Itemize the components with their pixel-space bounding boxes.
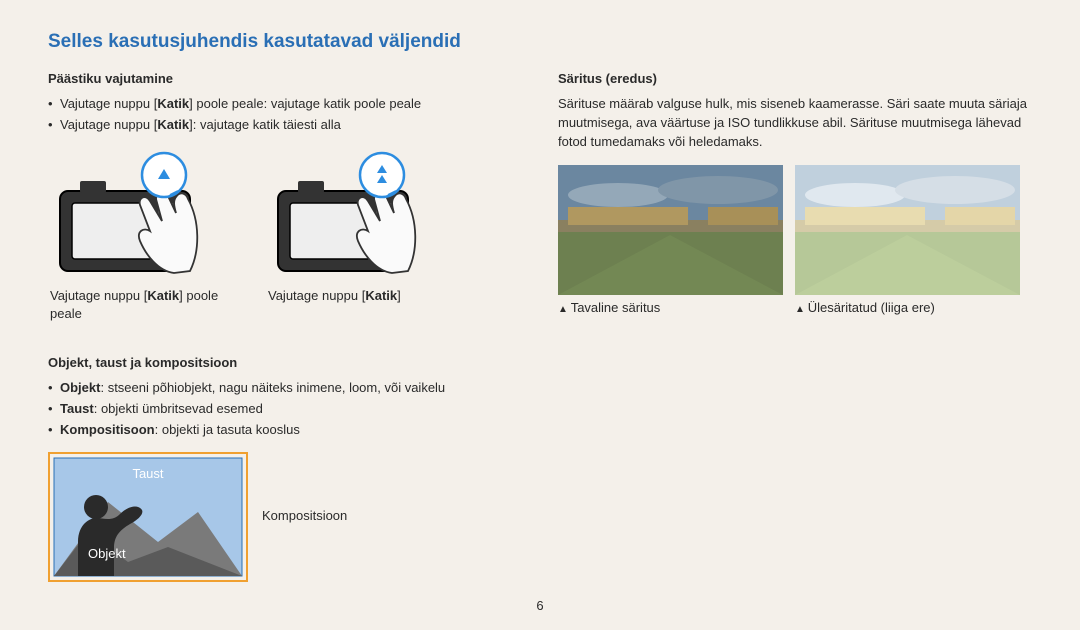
shutter-bullets: Vajutage nuppu [Katik] poole peale: vaju… [48, 95, 518, 135]
exposure-over-img [795, 165, 1020, 295]
label-taust: Taust [132, 466, 163, 481]
composition-diagram: Taust Objekt [48, 452, 248, 582]
shutter-heading: Päästiku vajutamine [48, 70, 518, 89]
camera-full-press: Vajutage nuppu [Katik] [268, 151, 448, 325]
camera-full-caption: Vajutage nuppu [Katik] [268, 287, 448, 306]
label-komp: Kompositsioon [262, 507, 347, 526]
left-column: Päästiku vajutamine Vajutage nuppu [Kati… [48, 70, 518, 582]
bullet: Taust: objekti ümbritsevad esemed [48, 400, 518, 419]
page-title: Selles kasutusjuhendis kasutatavad välje… [48, 28, 461, 56]
page-number: 6 [0, 597, 1080, 616]
camera-full-press-svg [268, 151, 448, 281]
exposure-examples: Tavaline säritus Ülesäritatud (liiga ere… [558, 165, 1028, 318]
exposure-normal-caption: Tavaline säritus [558, 299, 783, 318]
exposure-normal-img [558, 165, 783, 295]
camera-illustrations: Vajutage nuppu [Katik] poole peale [50, 151, 518, 325]
exposure-over: Ülesäritatud (liiga ere) [795, 165, 1020, 318]
composition-bullets: Objekt: stseeni põhiobjekt, nagu näiteks… [48, 379, 518, 440]
bullet: Vajutage nuppu [Katik]: vajutage katik t… [48, 116, 518, 135]
exposure-normal: Tavaline säritus [558, 165, 783, 318]
exposure-desc: Särituse määrab valguse hulk, mis sisene… [558, 95, 1028, 152]
exposure-heading: Säritus (eredus) [558, 70, 1028, 89]
composition-heading: Objekt, taust ja kompositsioon [48, 354, 518, 373]
right-column: Säritus (eredus) Särituse määrab valguse… [558, 70, 1028, 318]
camera-half-caption: Vajutage nuppu [Katik] poole peale [50, 287, 230, 325]
camera-half-press: Vajutage nuppu [Katik] poole peale [50, 151, 230, 325]
camera-half-press-svg [50, 151, 230, 281]
label-objekt: Objekt [88, 546, 126, 561]
bullet: Vajutage nuppu [Katik] poole peale: vaju… [48, 95, 518, 114]
exposure-over-caption: Ülesäritatud (liiga ere) [795, 299, 1020, 318]
composition-section: Objekt, taust ja kompositsioon Objekt: s… [48, 354, 518, 581]
bullet: Kompositisoon: objekti ja tasuta kooslus [48, 421, 518, 440]
bullet: Objekt: stseeni põhiobjekt, nagu näiteks… [48, 379, 518, 398]
